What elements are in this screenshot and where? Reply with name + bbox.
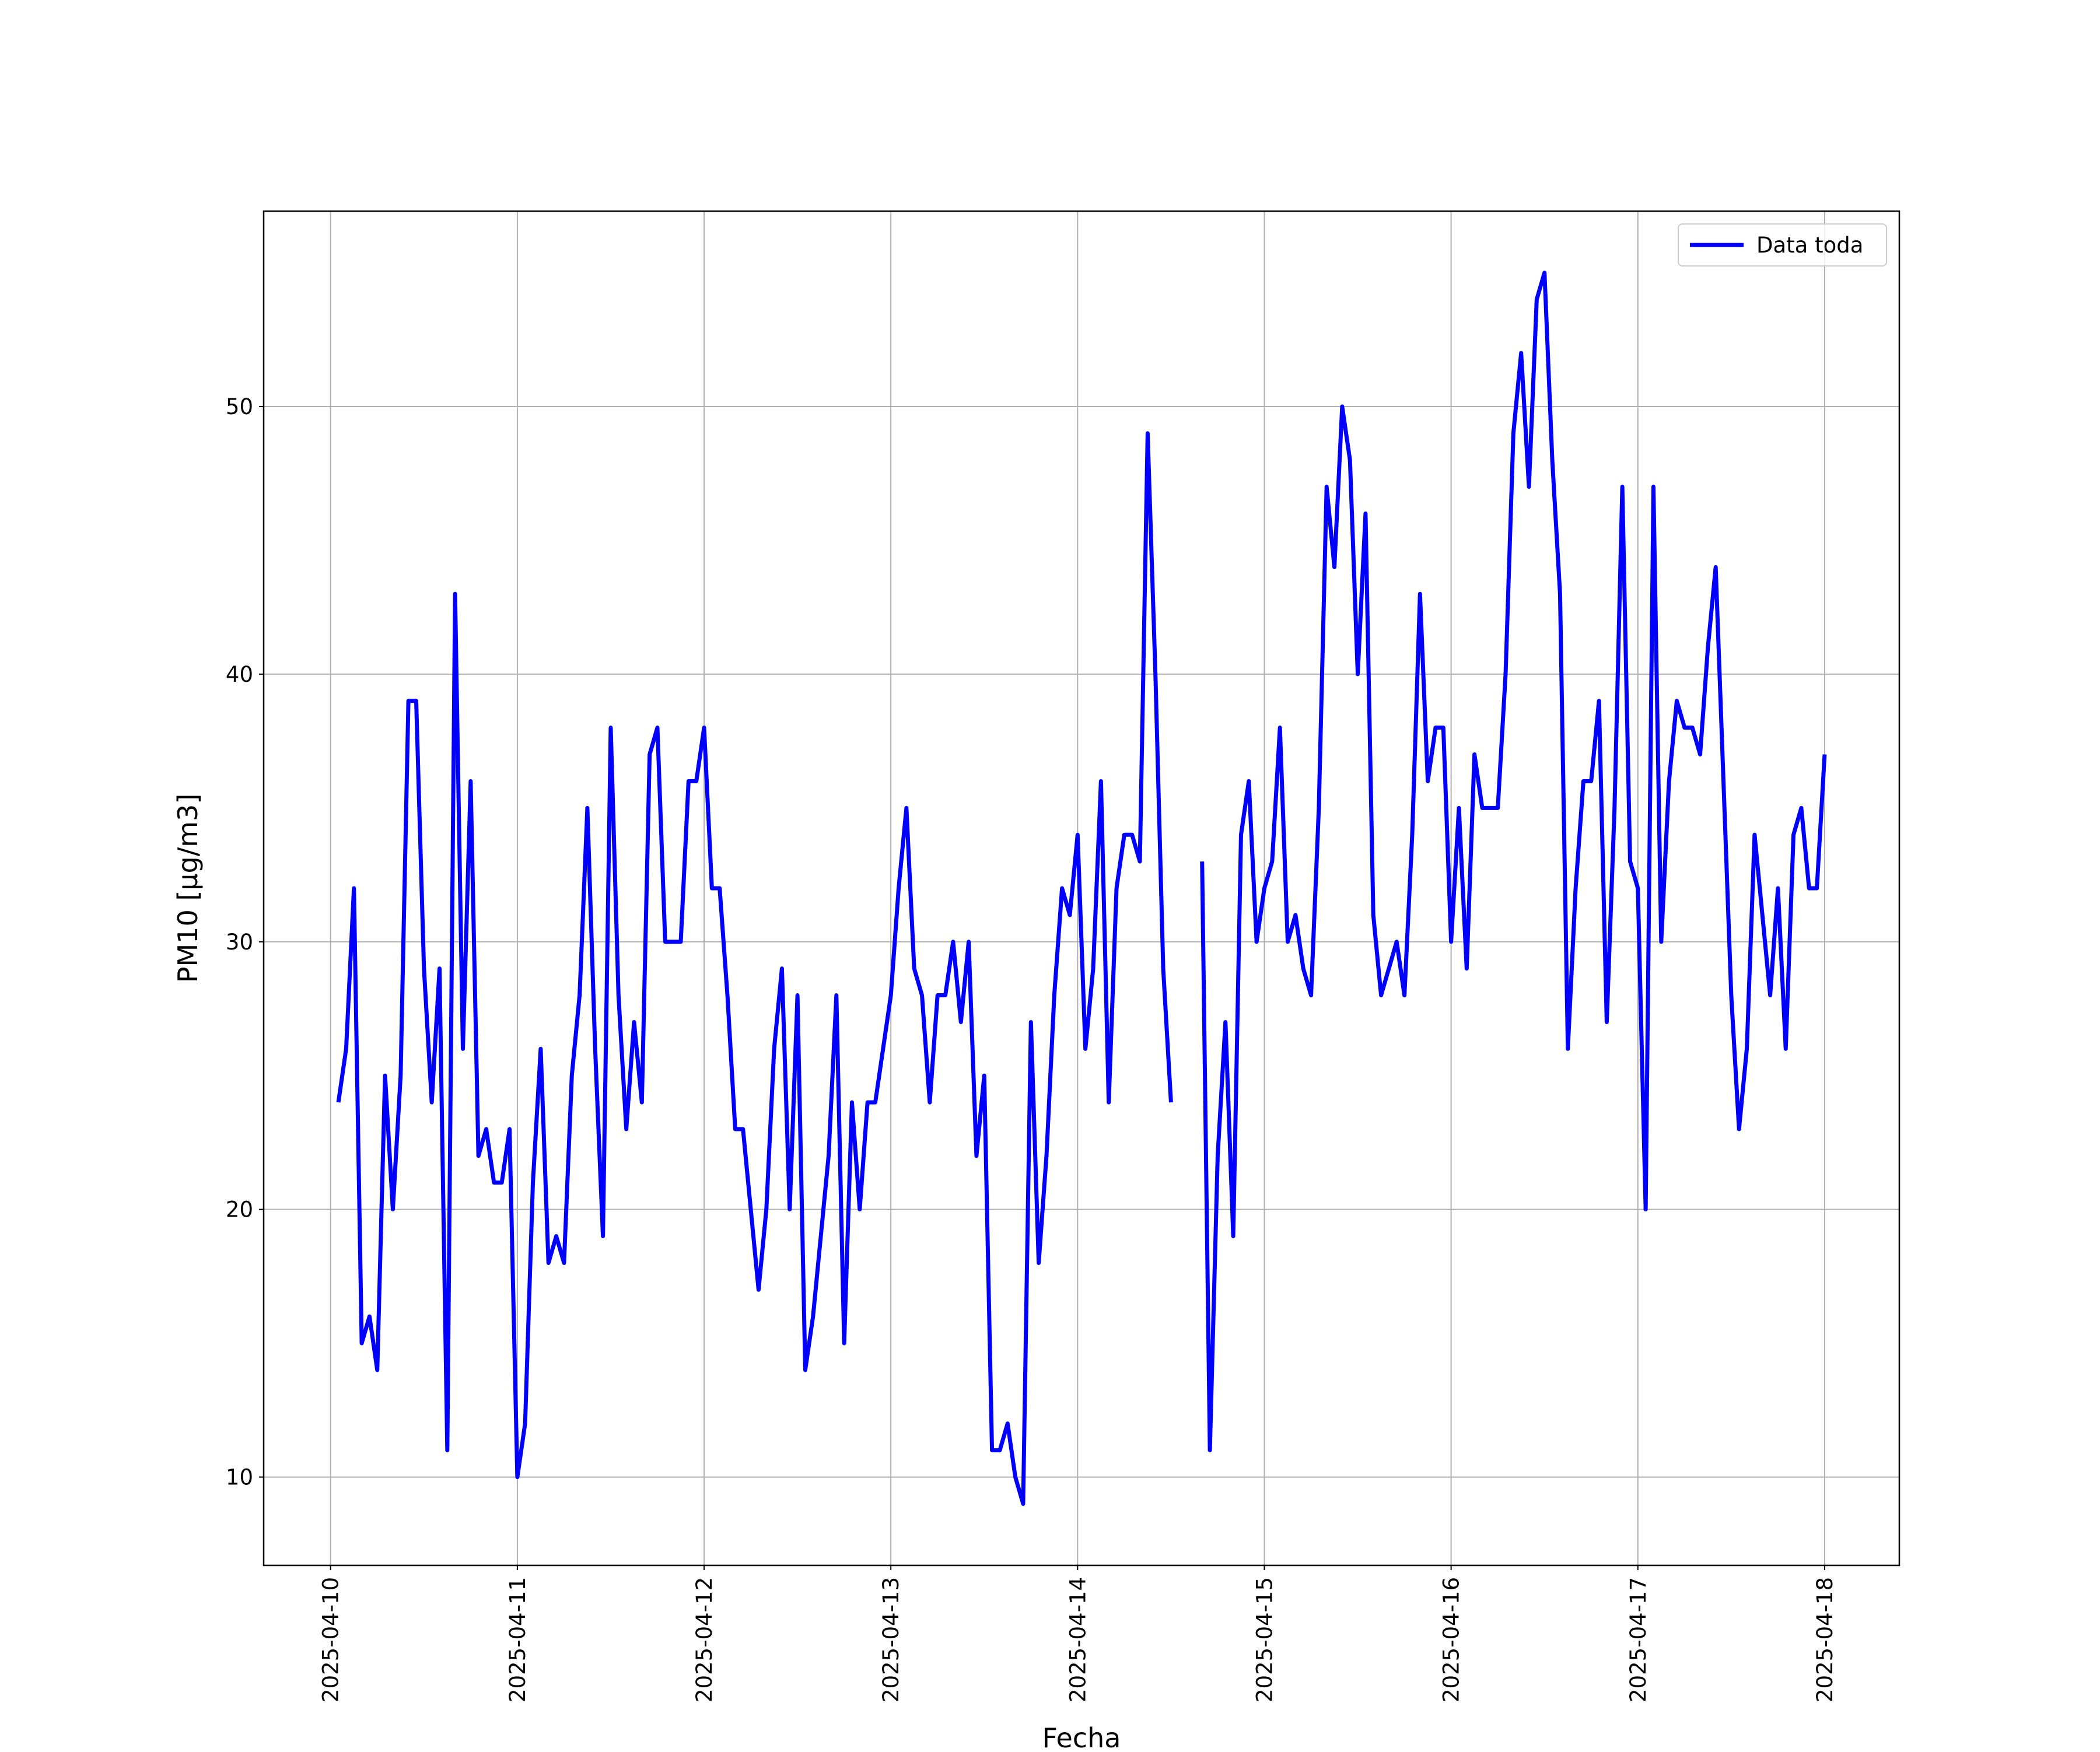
legend: Data toda [1678,223,1887,267]
y-tick-label: 50 [226,394,253,419]
legend-label: Data toda [1756,233,1863,258]
x-tick-label: 2025-04-15 [1252,1577,1277,1702]
x-tick-label: 2025-04-11 [505,1577,530,1702]
ticks: 10 20 30 40 50 2025-04-10 2025-04-11 2025-04-12… [226,394,1838,1702]
x-tick-label: 2025-04-14 [1065,1577,1090,1702]
legend-box [1678,223,1887,267]
x-axis-label: Fecha [1042,1722,1121,1750]
y-tick-label: 10 [226,1465,253,1490]
axes-frame [262,210,1901,1567]
y-axis-label: PM10 [μg/m3] [172,794,204,983]
y-tick-label: 30 [226,930,253,955]
data-line [336,271,1827,1506]
plot-area [336,271,1827,1506]
x-tick-label: 2025-04-12 [692,1577,717,1702]
x-tick-label: 2025-04-10 [318,1577,344,1702]
x-tick-label: 2025-04-18 [1812,1577,1838,1702]
y-tick-label: 40 [226,662,253,687]
y-tick-label: 20 [226,1197,253,1222]
x-tick-label: 2025-04-13 [878,1577,904,1702]
x-tick-label: 2025-04-16 [1439,1577,1464,1702]
x-tick-label: 2025-04-17 [1626,1577,1651,1702]
